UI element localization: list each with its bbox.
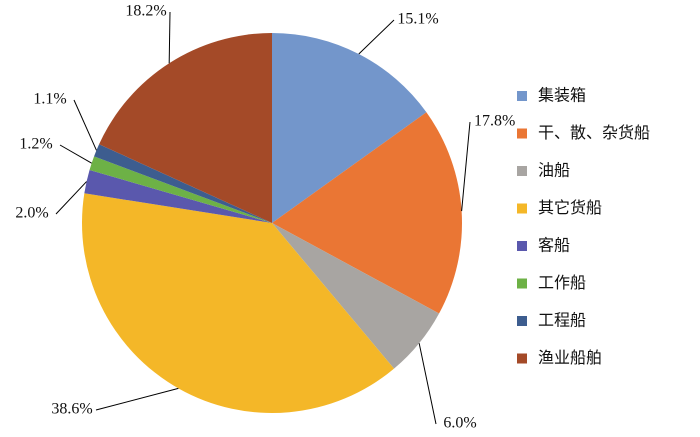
legend-label: 工程船 [538, 311, 586, 330]
leader-line [59, 144, 92, 164]
leader-line [358, 19, 395, 55]
data-label: 38.6% [51, 401, 92, 418]
legend-swatch [517, 241, 527, 251]
data-label: 18.2% [125, 3, 166, 20]
legend-swatch [517, 166, 527, 176]
pie-slice [89, 156, 273, 223]
legend-label: 其它货船 [538, 198, 602, 217]
leader-line [418, 343, 437, 425]
legend-label: 油船 [538, 161, 570, 180]
pie-slice [94, 144, 273, 223]
pie-slice [272, 33, 427, 223]
legend-label: 客船 [538, 236, 570, 255]
legend-swatch [517, 316, 527, 326]
data-label: 1.2% [19, 136, 52, 153]
legend-label: 集装箱 [538, 86, 586, 105]
leader-line [168, 11, 171, 64]
legend-label: 工作船 [538, 273, 586, 292]
leader-line [461, 121, 471, 212]
pie-slice [272, 223, 440, 369]
data-label: 2.0% [15, 205, 48, 222]
pie-slice [84, 169, 272, 223]
legend-swatch [517, 91, 527, 101]
leader-line [95, 387, 179, 411]
pie-slice [81, 193, 395, 414]
data-label: 15.1% [397, 11, 438, 28]
leader-line [73, 99, 97, 151]
data-label: 6.0% [443, 415, 476, 432]
pie-slice [99, 33, 272, 223]
pie-slice [272, 112, 462, 314]
data-label: 17.8% [474, 113, 515, 130]
leader-line [55, 181, 87, 215]
legend-swatch [517, 353, 527, 364]
data-label: 1.1% [33, 91, 66, 108]
legend-swatch [517, 278, 527, 289]
legend-swatch [517, 128, 527, 139]
legend-label: 渔业船舶 [538, 348, 602, 367]
legend-swatch [517, 203, 527, 214]
legend-label: 干、散、杂货船 [538, 123, 650, 142]
